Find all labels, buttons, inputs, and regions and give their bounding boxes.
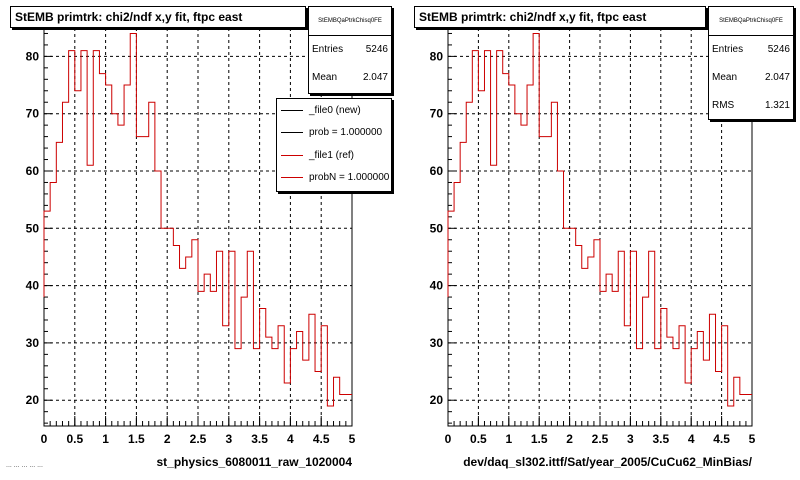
stats-value: 1.321 (764, 100, 790, 111)
x-tick-label: 2.5 (190, 432, 207, 446)
y-tick-label: 30 (26, 336, 40, 350)
x-tick-label: 0 (445, 432, 452, 446)
histogram-series-line (447, 32, 752, 407)
x-tick-label: 3 (225, 432, 232, 446)
stats-label: RMS (712, 100, 735, 111)
y-tick-label: 80 (430, 49, 444, 63)
stats-label: Mean (312, 72, 338, 83)
x-tick-label: 2.5 (592, 432, 609, 446)
legend-line-swatch (281, 154, 303, 156)
x-tick-label: 3.5 (652, 432, 669, 446)
histogram-series-line (43, 32, 352, 407)
legend-line-swatch (281, 132, 303, 134)
x-tick-label: 4 (287, 432, 294, 446)
stats-label: Entries (312, 44, 344, 55)
legend-label: prob = 1.000000 (309, 127, 383, 139)
stats-value: 2.047 (764, 72, 790, 83)
footer-note: ... ... ... ... ... (6, 462, 43, 469)
legend-line-swatch (281, 177, 303, 179)
stats-box-right: StEMBQaPtrkChisq0FE Entries 5246 Mean 2.… (708, 6, 794, 120)
legend-entry-prob: prob = 1.000000 (277, 122, 391, 145)
x-tick-label: 2 (164, 432, 171, 446)
stats-box-name: StEMBQaPtrkChisq0FE (309, 7, 391, 36)
x-tick-label: 3 (627, 432, 634, 446)
stats-label: Entries (712, 44, 744, 55)
stats-row-rms: RMS 1.321 (709, 92, 793, 120)
y-tick-label: 60 (430, 164, 444, 178)
legend-box-left: _file0 (new) prob = 1.000000 _file1 (ref… (276, 98, 392, 192)
stats-row-entries: Entries 5246 (309, 36, 391, 64)
y-tick-label: 50 (26, 221, 40, 235)
stats-box-left: StEMBQaPtrkChisq0FE Entries 5246 Mean 2.… (308, 6, 392, 94)
x-tick-label: 4.5 (313, 432, 330, 446)
x-tick-label: 3.5 (251, 432, 268, 446)
stats-row-mean: Mean 2.047 (709, 64, 793, 92)
x-tick-label: 5 (749, 432, 756, 446)
stats-row-entries: Entries 5246 (709, 36, 793, 64)
legend-label: _file1 (ref) (309, 149, 355, 161)
y-tick-label: 50 (430, 221, 444, 235)
y-tick-label: 30 (430, 336, 444, 350)
legend-line-swatch (281, 109, 303, 111)
histogram-panel-left: 20 30 40 50 60 70 80 0 0.5 1 1.5 2 2.5 3 3.5 4 4.5 5 st_ph… (26, 21, 356, 469)
y-tick-label: 60 (26, 164, 40, 178)
stats-row-mean: Mean 2.047 (309, 64, 391, 92)
y-tick-label: 40 (26, 279, 40, 293)
stats-value: 5246 (767, 44, 790, 55)
y-tick-label: 20 (26, 393, 40, 407)
x-tick-label: 2 (566, 432, 573, 446)
x-tick-label: 0.5 (66, 432, 83, 446)
x-tick-label: 4 (688, 432, 695, 446)
legend-entry-file0: _file0 (new) (277, 99, 391, 122)
legend-label: _file0 (new) (309, 104, 361, 116)
x-axis-title: st_physics_6080011_raw_1020004 (156, 455, 352, 469)
panel-title-right: StEMB primtrk: chi2/ndf x,y fit, ftpc ea… (414, 6, 706, 28)
legend-label: probN = 1.000000 (309, 172, 390, 184)
x-tick-label: 0 (41, 432, 48, 446)
legend-entry-probn: probN = 1.000000 (277, 167, 391, 190)
stats-value: 5246 (365, 44, 388, 55)
x-tick-label: 1.5 (128, 432, 145, 446)
x-axis-title: dev/daq_sl302.ittf/Sat/year_2005/CuCu62_… (463, 455, 752, 469)
x-tick-label: 4.5 (713, 432, 730, 446)
stats-value: 2.047 (362, 72, 388, 83)
x-tick-label: 1 (102, 432, 109, 446)
stats-label: Mean (712, 72, 738, 83)
y-tick-label: 20 (430, 393, 444, 407)
x-tick-label: 5 (349, 432, 356, 446)
y-tick-label: 80 (26, 49, 40, 63)
panel-title-left: StEMB primtrk: chi2/ndf x,y fit, ftpc ea… (10, 6, 306, 28)
legend-entry-file1: _file1 (ref) (277, 144, 391, 167)
histogram-panel-right: 20 30 40 50 60 70 80 0 0.5 1 1.5 2 2.5 3 3.5 4 4.5 5 dev/d… (430, 21, 756, 469)
stats-box-name: StEMBQaPtrkChisq0FE (709, 7, 793, 36)
y-tick-label: 40 (430, 279, 444, 293)
x-tick-label: 0.5 (470, 432, 487, 446)
x-tick-label: 1 (505, 432, 512, 446)
y-tick-label: 70 (26, 107, 40, 121)
y-tick-label: 70 (430, 107, 444, 121)
x-tick-label: 1.5 (531, 432, 548, 446)
